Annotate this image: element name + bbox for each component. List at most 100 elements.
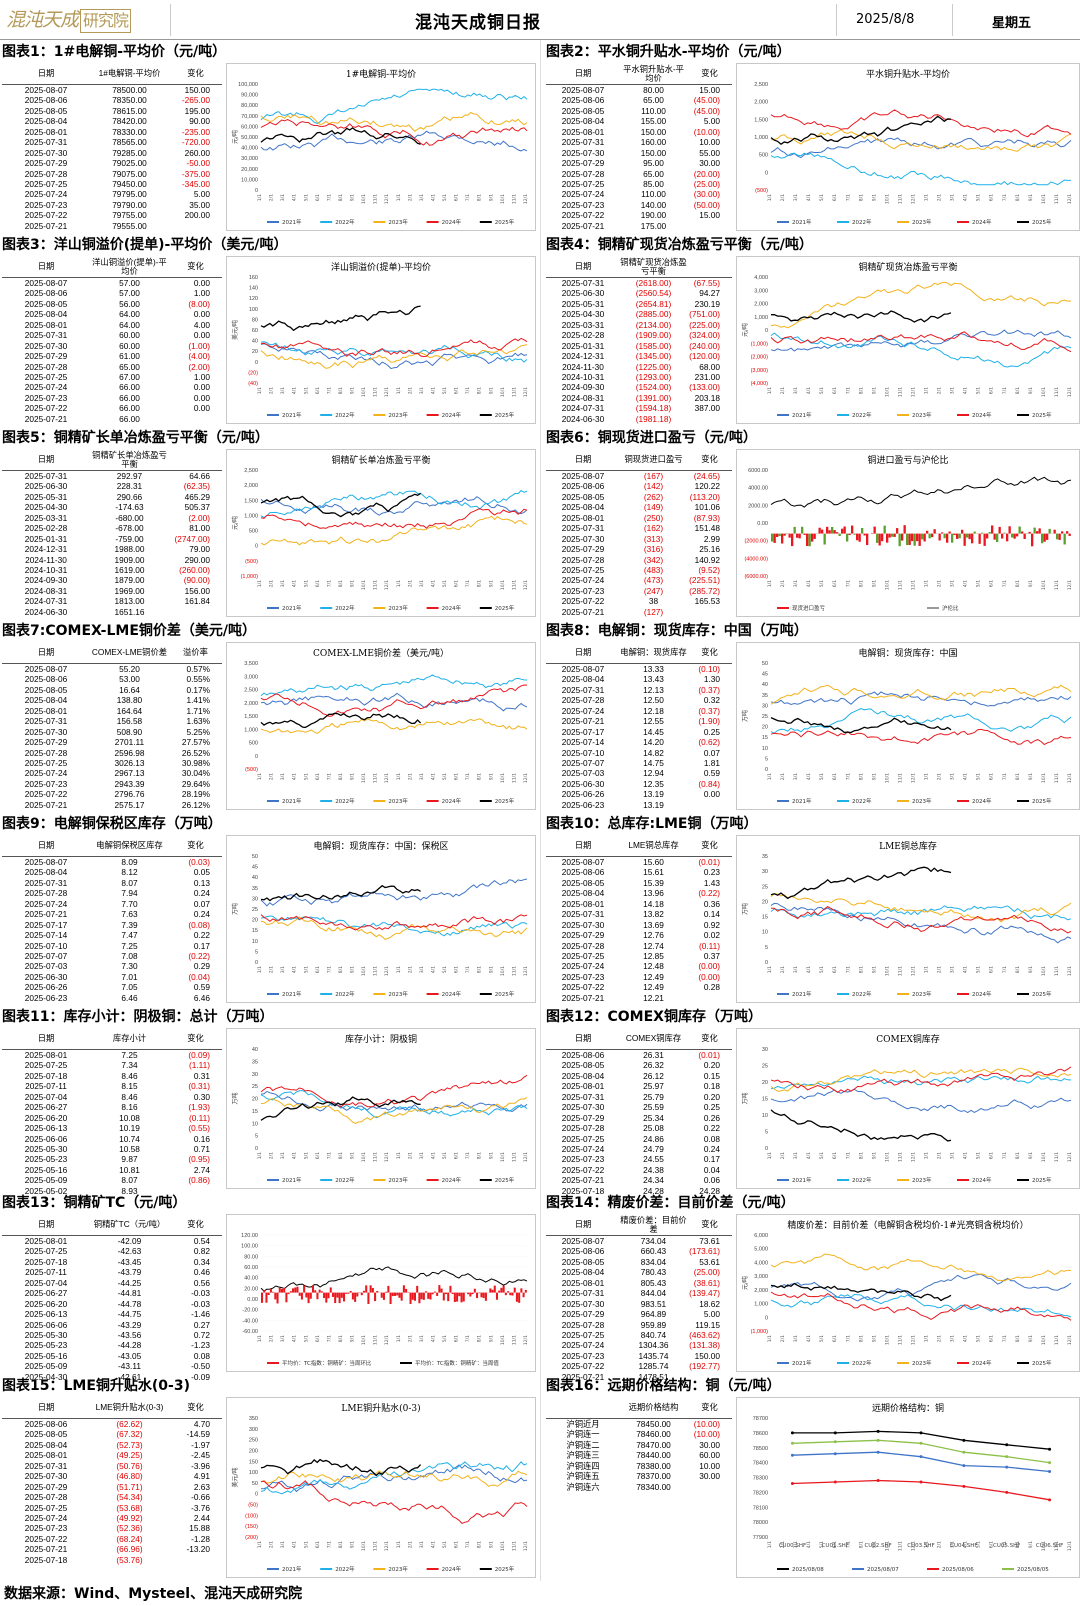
data-point: [919, 1455, 923, 1459]
table-row: 2025-08-07 (167) (24.65): [546, 471, 732, 481]
table-cell: 2025-07-23: [561, 1154, 605, 1165]
y-tick-label: 30: [252, 1072, 258, 1078]
x-tick-label: 6/1: [989, 1541, 995, 1548]
table-cell: 2025-06-06: [24, 1133, 68, 1144]
bar-mark: [1061, 531, 1064, 534]
x-tick-label: 6/1: [315, 773, 321, 780]
table-cell: 2025-07-23: [24, 199, 68, 210]
table-cell: (45.00): [693, 105, 720, 116]
legend-label: 2023年: [388, 1176, 408, 1184]
table-row: 2025-06-26 7.05 0.59: [2, 982, 222, 992]
table-cell: 30.04%: [181, 768, 210, 779]
series-line: [260, 1470, 528, 1487]
bar-mark: [781, 533, 784, 544]
table-header: LME铜总库存: [628, 840, 679, 850]
table-cell: 2.44: [193, 1512, 210, 1523]
series-line: [260, 692, 528, 712]
table-cell: 2025-07-22: [24, 1533, 68, 1544]
x-tick-label: 7/1: [465, 966, 471, 973]
x-tick-label: 4/1: [292, 580, 298, 587]
x-tick-label: 11/1: [1054, 387, 1060, 397]
table-row: 2025-07-31 12.13 (0.37): [546, 685, 732, 695]
series-line: [770, 128, 1072, 152]
x-tick-label: 5/1: [976, 194, 982, 201]
table-row: 2025-07-25 79450.00 -345.00: [2, 179, 222, 189]
bar-mark: [821, 529, 824, 534]
data-point: [833, 1431, 837, 1435]
x-tick-label: 7/1: [465, 387, 471, 394]
table-row: 2025-06-23 6.46 6.46: [2, 993, 222, 1003]
report-header: 混沌天成 研究院 混沌天成铜日报 2025/8/8 星期五: [0, 0, 1080, 40]
data-point: [790, 1453, 794, 1457]
table-cell: (38.61): [693, 1277, 720, 1288]
table-cell: 14.20: [643, 737, 664, 748]
data-point: [1005, 1490, 1009, 1494]
section-title: 图表2：平水铜升贴水-平均价（元/吨）: [546, 44, 791, 60]
table-row: 2025-01-31 (1585.00) (240.00): [546, 341, 732, 351]
bar-mark: [871, 533, 874, 534]
bar-mark: [896, 528, 899, 534]
section-title: 图表3：洋山铜溢价(提单)-平均价（美元/吨）: [2, 237, 288, 253]
x-tick-label: 6/1: [832, 773, 838, 780]
table-cell: 沪铜连一: [566, 1429, 600, 1440]
bar-mark: [367, 1292, 370, 1304]
x-tick-label: 8/1: [1015, 387, 1021, 394]
bar-mark: [351, 1292, 354, 1300]
table-header: 变化: [187, 1402, 204, 1412]
bar-mark: [371, 1287, 374, 1293]
x-tick-label: 8/1: [1015, 580, 1021, 587]
table-cell: (0.08): [188, 919, 210, 930]
table-cell: 2025-07-23: [24, 392, 68, 403]
table-cell: 2701.11: [114, 737, 145, 748]
x-tick-label: 2/1: [937, 387, 943, 394]
table-cell: 2025-08-04: [24, 1439, 68, 1450]
table-row: 2025-08-05 110.00 (45.00): [546, 106, 732, 116]
table-row: 2025-07-25 7.34 (1.11): [2, 1060, 222, 1070]
table-cell: 2025-07-28: [561, 1123, 605, 1134]
table-row: 2025-02-28 (1909.00) (324.00): [546, 330, 732, 340]
series-line: [260, 515, 528, 546]
legend-label: 2022年: [852, 1359, 872, 1367]
table-cell: 8.93: [121, 1185, 138, 1196]
table-cell: 10.00: [699, 137, 720, 148]
x-tick-label: 9/1: [350, 773, 356, 780]
series-line: [770, 281, 1071, 329]
table-cell: (225.00): [689, 319, 720, 330]
x-tick-label: 5/1: [819, 1541, 825, 1548]
x-tick-label: 5/1: [303, 773, 309, 780]
data-table: 日期 库存小计 变化 2025-08-01 7.25 (0.09) 2025-07-25 7.…: [2, 1028, 222, 1196]
x-tick-label: 7/1: [326, 966, 332, 973]
bar-mark: [265, 1292, 268, 1303]
y-tick-label: 77900: [753, 1535, 768, 1541]
line-chart: COMEX-LME铜价差（美元/吨） 3,500 3,000 2,500 2,000 1,…: [226, 642, 536, 810]
x-tick-label: 4/1: [963, 966, 969, 973]
table-header: COMEX铜库存: [625, 1033, 682, 1043]
bar-mark: [491, 1289, 494, 1293]
x-tick-label: 2/1: [269, 966, 275, 973]
bar-mark: [778, 533, 781, 537]
table-cell: 1.81: [703, 757, 720, 768]
table-row: 2025-04-30 (2885.00) (751.00): [546, 309, 732, 319]
x-tick-label: 5/1: [976, 1335, 982, 1342]
x-tick-label: 1/1: [257, 966, 263, 973]
table-row: 2025-05-16 10.81 2.74: [2, 1165, 222, 1175]
x-tick-label: 12/1: [523, 1541, 529, 1551]
y-tick-label: 2,000: [244, 483, 258, 489]
table-row: 2024-08-31 1969.00 156.00: [2, 586, 222, 596]
chart-title: COMEX铜库存: [876, 1033, 939, 1045]
table-cell: 2025-07-23: [561, 1350, 605, 1361]
table-cell: 79755.00: [112, 210, 147, 221]
bar-mark: [908, 533, 911, 545]
bar-mark: [382, 1292, 385, 1300]
table-cell: 78565.00: [112, 137, 147, 148]
series-line: [260, 916, 528, 940]
y-tick-label: 25: [762, 884, 768, 890]
table-header: 日期: [37, 261, 55, 271]
table-cell: 2025-07-25: [24, 371, 68, 382]
table-cell: 12.76: [643, 930, 664, 941]
chart-title: 远期价格结构：铜: [872, 1402, 944, 1414]
bar-mark: [951, 533, 954, 543]
legend-label: 2024年: [972, 1359, 992, 1367]
x-tick-label: 7/1: [1002, 387, 1008, 394]
table-row: 2024-07-31 1813.00 161.84: [2, 596, 222, 606]
